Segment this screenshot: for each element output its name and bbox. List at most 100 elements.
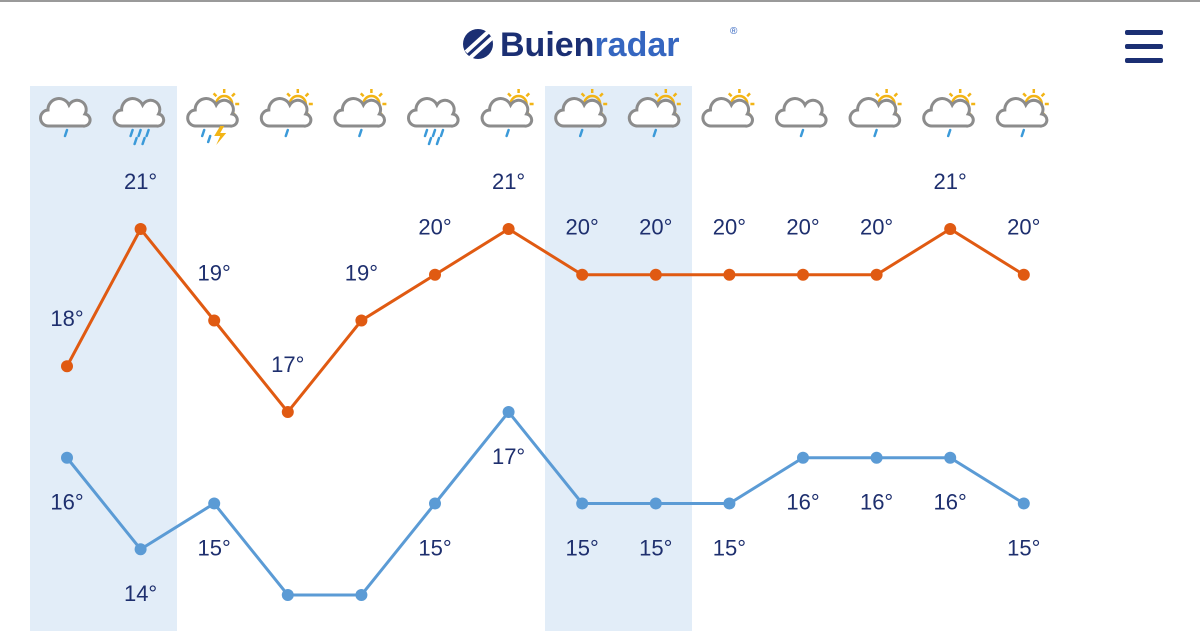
temperature-point [281, 406, 294, 418]
cloud [701, 97, 754, 128]
sun-ray [727, 92, 733, 98]
sun-ray [304, 92, 310, 98]
temperature-point [61, 451, 73, 464]
rain-drop [439, 128, 445, 138]
temperature-point [723, 497, 736, 510]
temperature-point [649, 497, 662, 510]
registered-mark: ® [730, 26, 738, 37]
weather-icon [39, 97, 92, 138]
weather-icon [554, 89, 608, 138]
sun-ray [893, 92, 899, 98]
value-label: 15° [1007, 535, 1040, 560]
menu-bar [1125, 44, 1163, 49]
temperature-point [576, 497, 589, 510]
rain-drop [129, 128, 134, 138]
value-label: 15° [566, 535, 599, 560]
rain-drop [431, 128, 437, 138]
value-label: 17° [271, 352, 304, 377]
weather-icon [407, 97, 460, 146]
temperature-line [65, 226, 1025, 415]
value-label: 20° [860, 215, 893, 240]
rain-drop [1020, 128, 1026, 138]
brand-light: radar [594, 26, 679, 64]
value-label: 15° [713, 535, 746, 560]
value-label: 21° [934, 169, 967, 194]
sun-ray [1022, 92, 1027, 98]
brand-bold: Buien [500, 26, 594, 64]
rain-drop [799, 128, 805, 138]
value-label: 17° [492, 444, 525, 469]
temperature-point [797, 451, 809, 464]
temperature-point [944, 451, 957, 464]
cloud [333, 97, 386, 128]
temperature-line [65, 409, 1025, 597]
rain-drop [63, 128, 69, 138]
value-label: 21° [124, 169, 157, 194]
temperature-point [1017, 268, 1030, 281]
weather-icon [112, 97, 166, 146]
cloud [39, 97, 92, 128]
weather-icon [848, 89, 902, 138]
temperature-point [723, 268, 736, 281]
rain-drop [200, 128, 206, 138]
menu-button[interactable] [1125, 30, 1163, 63]
weather-icon [259, 89, 313, 138]
rain-drop [578, 128, 584, 138]
rain-drop [141, 136, 146, 146]
temperature-point [502, 223, 515, 235]
sun-ray [654, 92, 659, 98]
value-label: 15° [198, 535, 231, 560]
rain-drop [137, 128, 142, 138]
rain-drop [206, 134, 212, 144]
rain-drop [652, 128, 658, 138]
temperature-point [649, 268, 662, 281]
value-label: 20° [566, 215, 599, 240]
value-label: 21° [492, 169, 525, 194]
rain-drop [505, 128, 510, 138]
cloud [922, 97, 975, 128]
value-label: 19° [345, 260, 378, 285]
sun-ray [212, 92, 218, 98]
value-label: 20° [713, 215, 746, 240]
weather-icon [701, 89, 755, 128]
sun-ray [359, 92, 365, 98]
sun-ray [507, 92, 512, 98]
temperature-point [355, 589, 368, 601]
weather-icon [186, 89, 240, 145]
weather-icon [995, 89, 1049, 138]
temperature-point [797, 268, 809, 281]
sun-ray [525, 92, 531, 98]
column-shade [545, 86, 692, 631]
sun-ray [378, 92, 383, 98]
rain-drop [427, 136, 433, 146]
value-label: 14° [124, 581, 157, 606]
value-label: 20° [786, 215, 819, 240]
rain-drop [423, 128, 429, 138]
cloud [259, 97, 313, 128]
value-label: 13° [271, 627, 304, 631]
rain-drop [358, 128, 363, 138]
cloud [627, 97, 681, 128]
logo-text: Buienradar [500, 26, 680, 64]
menu-bar [1125, 30, 1163, 35]
logo[interactable]: Buienradar ® [463, 26, 738, 64]
top-border [0, 0, 1200, 2]
sun-ray [580, 92, 586, 98]
value-label: 16° [860, 490, 893, 515]
value-label: 13° [345, 627, 378, 631]
value-label: 16° [934, 490, 967, 515]
value-label: 16° [786, 490, 819, 515]
rain-drop [145, 128, 150, 138]
temperature-point [944, 223, 957, 235]
cloud [995, 97, 1049, 128]
cloud [480, 97, 534, 128]
value-label: 20° [1007, 215, 1040, 240]
sun-ray [1040, 92, 1046, 98]
value-label: 18° [50, 306, 83, 331]
menu-bar [1125, 58, 1163, 63]
value-label: 20° [639, 215, 672, 240]
weather-icon [480, 89, 534, 138]
cloud [848, 97, 902, 128]
value-label: 19° [198, 260, 231, 285]
weather-icon [627, 89, 681, 138]
